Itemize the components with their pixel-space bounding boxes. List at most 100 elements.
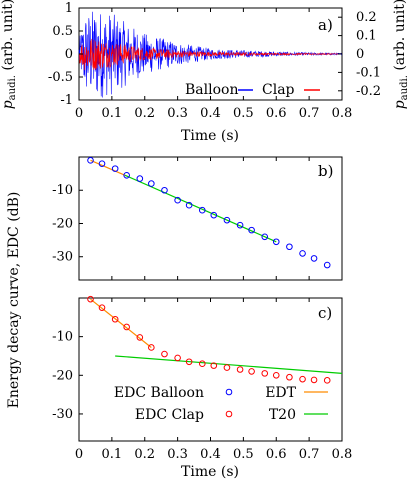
y-tick-label-right: 0.2 [356, 10, 377, 25]
data-point-edc-balloon [161, 186, 168, 194]
panel-b-y-ticks: -10 -20 -30 [52, 183, 83, 265]
y-tick-label-right: 0 [356, 47, 364, 62]
data-point-edc-clap [299, 375, 306, 383]
legend-edt-label: EDT [265, 385, 296, 401]
legend-edc-balloon-marker [225, 388, 233, 396]
series-balloon-signal [78, 11, 342, 98]
x-tick-label: 0.4 [200, 106, 221, 121]
x-tick-label: 0.8 [332, 106, 353, 121]
data-point-edc-balloon [236, 221, 244, 229]
y-tick-label: -10 [52, 330, 73, 345]
x-tick-label: 0.5 [233, 106, 254, 121]
panel-c-y-ticks: -10 -20 -30 [52, 330, 83, 422]
x-tick-label: 0.1 [102, 447, 123, 462]
data-point-edc-balloon [123, 171, 130, 179]
data-point-edc-balloon [248, 226, 255, 234]
data-point-edc-balloon [174, 196, 181, 204]
data-point-edc-clap [185, 358, 193, 366]
panel-c-label: c) [318, 304, 332, 322]
y-tick-label: -30 [52, 250, 73, 265]
legend-edc-clap-marker [225, 410, 233, 418]
y-tick-label: -10 [52, 183, 73, 198]
x-tick-label: 0.6 [266, 106, 287, 121]
data-point-edc-clap [98, 304, 106, 311]
x-tick-label: 0.3 [167, 447, 188, 462]
y-tick-label: -20 [52, 368, 73, 383]
data-point-edc-balloon [223, 216, 231, 224]
x-tick-label: 0.4 [200, 447, 221, 462]
y-tick-label: -0.5 [48, 70, 73, 85]
legend-clap-label: Clap [262, 82, 295, 98]
y-tick-label: 1 [65, 1, 73, 16]
panel-b: -10 -20 -30 b) [52, 156, 343, 281]
data-point-edc-clap [87, 295, 94, 303]
y-tick-label: -20 [52, 216, 73, 231]
data-point-edc-balloon [310, 255, 318, 262]
panel-c: 0 0.1 0.2 0.3 0.4 0.5 0.6 0.7 0.8 -10 -20 -30 c) T… [52, 295, 352, 480]
data-point-edc-clap [248, 368, 255, 375]
data-point-edc-balloon [87, 157, 94, 164]
data-point-edc-clap [272, 371, 280, 379]
y-tick-label: 0 [65, 47, 73, 62]
y-tick-label-right: -0.1 [356, 65, 381, 80]
legend-edc-balloon-label: EDC Balloon [114, 385, 204, 401]
x-tick-label: 0 [75, 106, 83, 121]
y-tick-label: -1 [60, 93, 73, 108]
shared-y-axis-label: Energy decay curve, EDC (dB) [6, 192, 22, 409]
panel-b-frame [78, 156, 343, 281]
data-point-edc-clap [210, 362, 218, 369]
data-point-edc-clap [174, 354, 181, 362]
data-point-edc-balloon [299, 250, 306, 257]
data-point-edc-clap [223, 364, 231, 371]
panel-a-y-ticks-left: -1 -0.5 0 0.5 1 [48, 1, 83, 108]
panel-c-x-ticks: 0 0.1 0.2 0.3 0.4 0.5 0.6 0.7 0.8 [75, 298, 352, 462]
x-tick-label: 0.3 [167, 106, 188, 121]
data-point-edc-balloon [210, 211, 218, 219]
fit-line-t20 [115, 355, 343, 374]
data-point-edc-balloon [286, 243, 293, 251]
data-point-edc-clap [323, 377, 331, 384]
data-point-edc-balloon [261, 233, 269, 241]
x-tick-label: 0.5 [233, 447, 254, 462]
legend-balloon-label: Balloon [185, 82, 238, 98]
panel-a-label: a) [318, 16, 333, 34]
panel-a-series [78, 11, 343, 98]
data-point-edc-clap [236, 366, 244, 373]
data-point-edc-clap [161, 350, 168, 358]
fit-line-edt [90, 159, 126, 176]
panel-a-x-axis-label: Time (s) [181, 128, 239, 144]
data-point-edc-clap [310, 376, 318, 384]
data-point-edc-clap [123, 323, 130, 331]
data-point-edc-clap [198, 360, 206, 368]
panel-b-series [87, 157, 331, 269]
data-point-edc-clap [136, 334, 144, 341]
panel-a-x-ticks: 0 0.1 0.2 0.3 0.4 0.5 0.6 0.7 0.8 [75, 8, 352, 121]
data-point-edc-balloon [272, 238, 280, 246]
data-point-edc-balloon [198, 206, 206, 214]
x-tick-label: 0.8 [332, 447, 353, 462]
data-point-edc-balloon [98, 160, 106, 167]
x-tick-label: 0.2 [134, 447, 155, 462]
data-point-edc-clap [111, 315, 119, 323]
panel-a-y-axis-label-right: paudi. (arb. unit) [392, 0, 410, 109]
panel-b-label: b) [318, 162, 333, 180]
data-point-edc-balloon [185, 201, 193, 209]
panel-c-series [87, 295, 343, 384]
x-tick-label: 0.2 [134, 106, 155, 121]
data-point-edc-balloon [323, 261, 331, 269]
data-point-edc-clap [148, 344, 155, 351]
data-point-edc-clap [261, 370, 269, 377]
x-tick-label: 0 [75, 447, 83, 462]
panel-a-legend: Balloon Clap [185, 82, 320, 98]
panel-c-legend: EDC Balloon EDT EDC Clap T20 [114, 385, 328, 423]
data-point-edc-clap [286, 373, 293, 381]
y-tick-label: 0.5 [52, 24, 73, 39]
y-tick-label: -30 [52, 407, 73, 422]
x-tick-label: 0.7 [299, 447, 320, 462]
x-tick-label: 0.6 [266, 447, 287, 462]
legend-t20-label: T20 [269, 407, 296, 423]
panel-b-x-ticks [78, 157, 343, 280]
panel-a-y-axis-label-left: paudi. (arb. unit) [0, 0, 18, 109]
y-tick-label-right: 0.1 [356, 29, 377, 44]
